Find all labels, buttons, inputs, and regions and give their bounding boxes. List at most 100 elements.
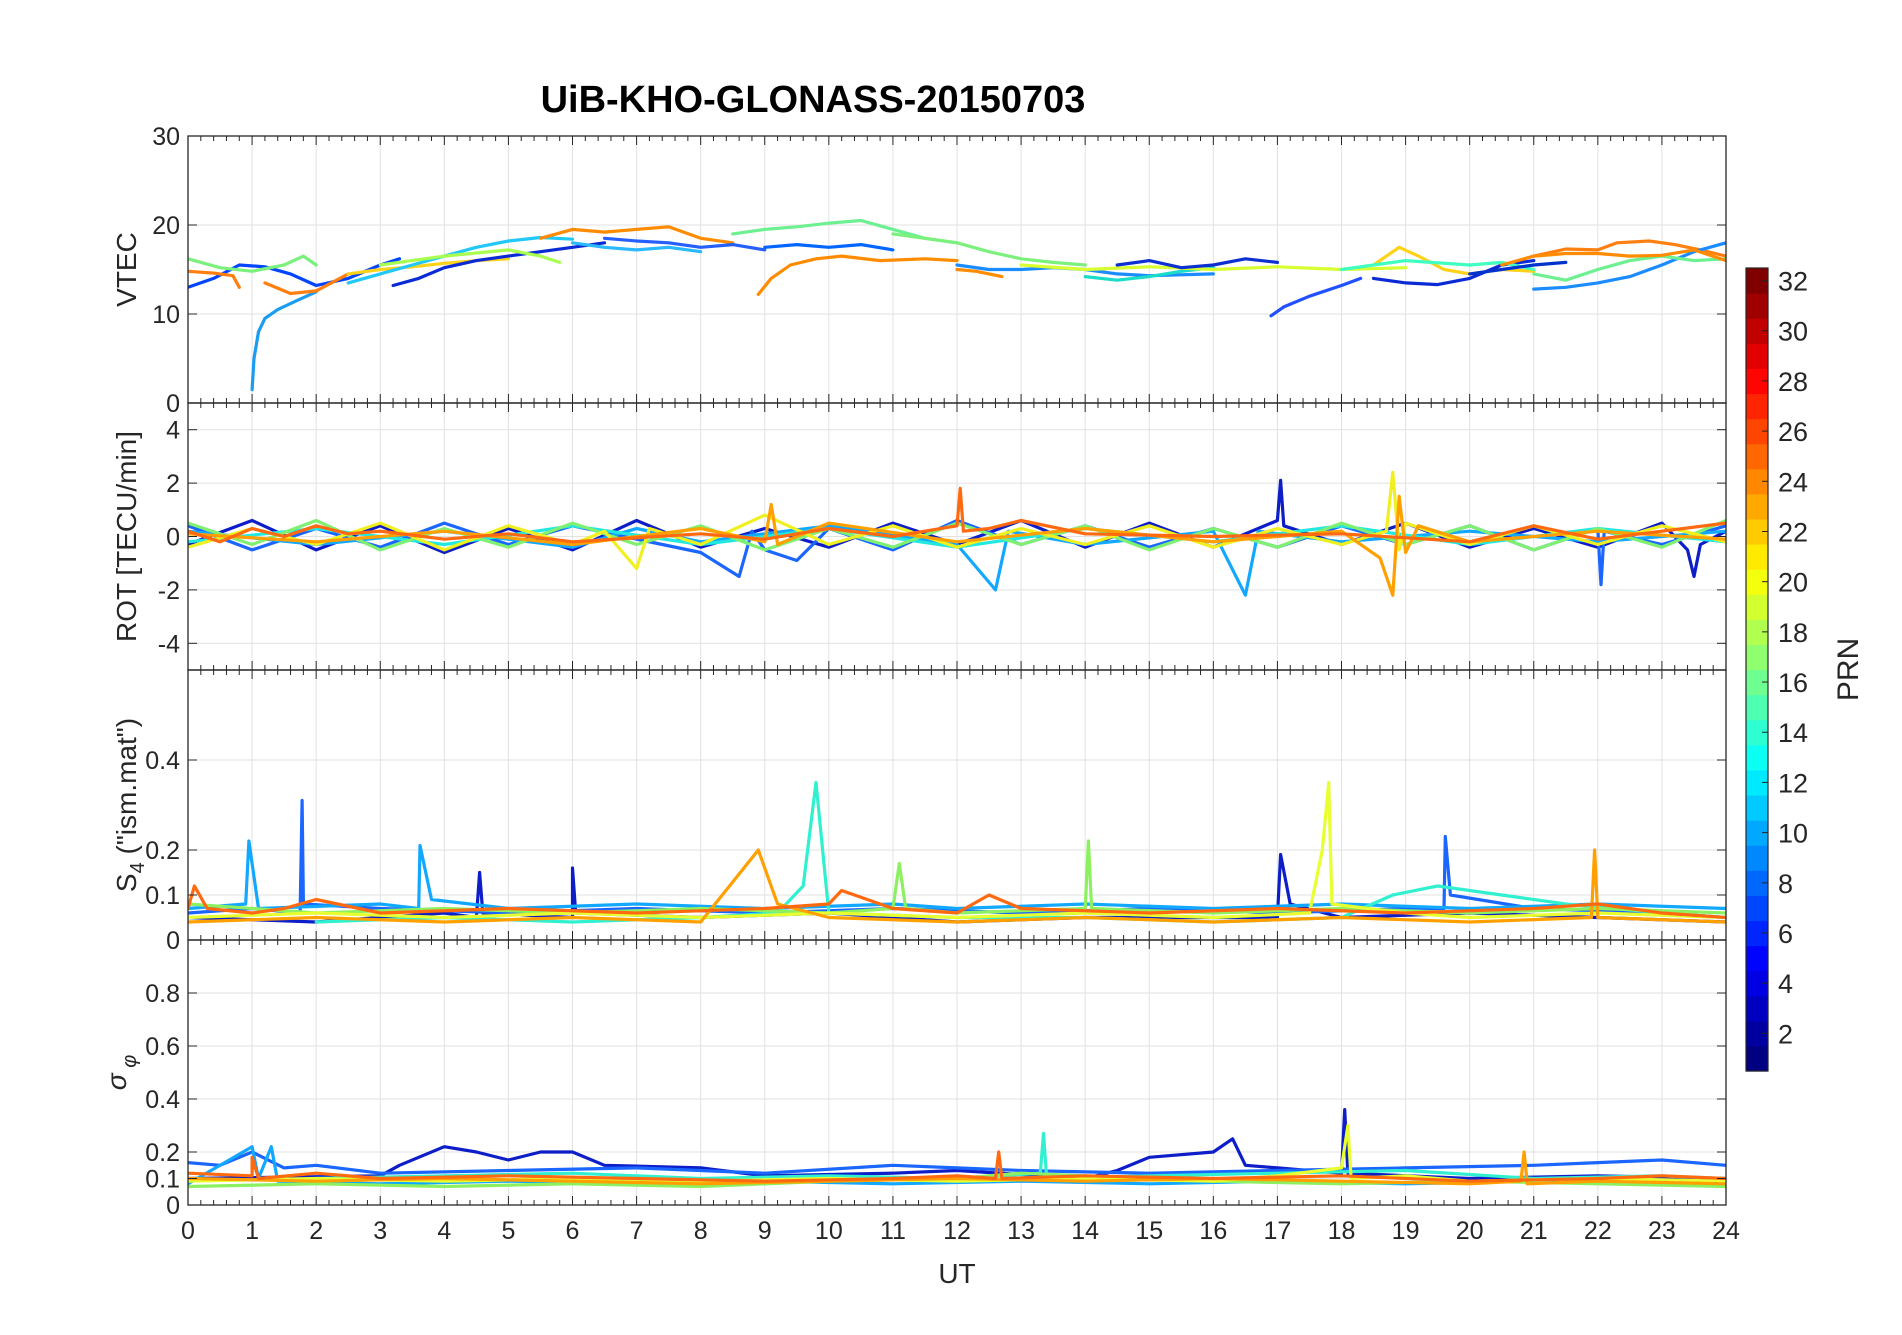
y-axis-label-vtec: VTEC <box>111 232 142 307</box>
colorbar-segment <box>1746 393 1768 420</box>
x-tick-label: 11 <box>880 1217 906 1245</box>
x-tick-label: 13 <box>1007 1217 1035 1245</box>
series-group-sigma <box>188 1107 1726 1189</box>
colorbar-tick-label: 26 <box>1778 417 1808 447</box>
x-tick-label: 14 <box>1071 1217 1099 1245</box>
colorbar-tick-label: 16 <box>1778 668 1808 698</box>
y-tick-label: 0.6 <box>145 1033 180 1061</box>
y-tick-label: 0.8 <box>145 980 180 1008</box>
y-tick-label: -2 <box>158 577 180 605</box>
series-line-vtec-4 <box>188 254 318 273</box>
series-line-vtec-3 <box>263 272 350 296</box>
x-tick-label: 7 <box>630 1217 644 1245</box>
x-tick-label: 8 <box>694 1217 708 1245</box>
ticks-sigma: 00.10.20.40.60.80 1 2 3 4 5 6 7 8 9 10 11 12 13 14 15 16… <box>145 940 1740 1245</box>
x-tick-label: 10 <box>815 1217 843 1245</box>
series-line-vtec-26 <box>1532 241 1726 291</box>
colorbar-segment <box>1746 518 1768 545</box>
series-line-vtec-20 <box>1115 257 1280 270</box>
y-tick-label: 0 <box>166 390 180 418</box>
x-tick-label: 3 <box>373 1217 387 1245</box>
series-line-sigma-3 <box>314 1131 1726 1181</box>
x-tick-label: 24 <box>1712 1217 1740 1245</box>
series-line-vtec-17 <box>955 267 1004 279</box>
series-line-vtec-21 <box>1269 276 1363 318</box>
x-tick-label: 1 <box>245 1217 259 1245</box>
colorbar-tick-label: 30 <box>1778 317 1808 347</box>
colorbar-tick-label: 14 <box>1778 718 1808 748</box>
panel-s4: 00.10.20.4S4 ("ism.mat") <box>111 669 1727 955</box>
series-line-vtec-10 <box>602 236 767 252</box>
y-tick-label: 4 <box>166 417 180 445</box>
series-line-vtec-29 <box>1468 260 1568 276</box>
series-line-vtec-9 <box>538 225 735 245</box>
series-line-vtec-6 <box>391 241 607 288</box>
series-line-s4-2 <box>188 839 1726 911</box>
colorbar-segment <box>1746 619 1768 646</box>
colorbar-segment <box>1746 669 1768 696</box>
series-line-vtec-7 <box>346 235 575 285</box>
y-tick-label: 0.4 <box>145 747 180 775</box>
colorbar-segment <box>1746 694 1768 721</box>
series-line-s4-1 <box>188 798 1726 920</box>
colorbar-segment <box>1746 870 1768 896</box>
x-tick-label: 12 <box>943 1217 971 1245</box>
colorbar-segment <box>1746 293 1768 319</box>
colorbar-tick-label: 4 <box>1778 969 1793 999</box>
colorbar-tick-label: 20 <box>1778 568 1808 598</box>
y-tick-label: 0 <box>166 927 180 955</box>
colorbar-tick-label: 6 <box>1778 919 1793 949</box>
colorbar-segment <box>1746 569 1768 595</box>
panel-sigma: 00.10.20.40.60.80 1 2 3 4 5 6 7 8 9 10 11 12 13 14 15 16… <box>101 939 1740 1289</box>
colorbar-segment <box>1746 418 1768 445</box>
series-line-sigma-1 <box>188 1150 1726 1175</box>
colorbar-segment <box>1746 845 1768 871</box>
colorbar-segment <box>1746 268 1768 294</box>
colorbar-segment <box>1746 794 1768 821</box>
colorbar-segment <box>1746 468 1768 495</box>
x-axis-label: UT <box>938 1258 975 1289</box>
series-line-vtec-8 <box>378 248 562 267</box>
x-tick-label: 0 <box>181 1217 195 1245</box>
series-line-vtec-1 <box>250 290 318 392</box>
colorbar-segment <box>1746 343 1768 369</box>
ticks-vtec: 0 10 20 30 <box>152 123 1727 418</box>
series-line-vtec-13 <box>756 254 959 296</box>
colorbar-segment <box>1746 970 1768 997</box>
colorbar-tick-label: 12 <box>1778 768 1808 798</box>
colorbar-segment <box>1746 1045 1768 1072</box>
colorbar-segment <box>1746 368 1768 395</box>
series-line-rot-7 <box>188 486 1726 544</box>
series-line-s4-7 <box>188 884 1726 920</box>
series-line-vtec-27 <box>1532 254 1726 282</box>
y-tick-label: -4 <box>158 630 180 658</box>
y-tick-label: 20 <box>152 212 180 240</box>
y-tick-label: 30 <box>152 123 180 151</box>
series-line-vtec-28 <box>1500 248 1726 267</box>
colorbar-segment <box>1746 644 1768 671</box>
colorbar-segment <box>1746 995 1768 1022</box>
y-tick-label: 0.4 <box>145 1086 180 1114</box>
colorbar-segment <box>1746 1020 1768 1047</box>
panel-rot: -4 -2 0 2 4 ROT [TECU/min] <box>111 402 1727 671</box>
y-tick-label: 0 <box>166 1192 180 1220</box>
colorbar-tick-label: 28 <box>1778 367 1808 397</box>
colorbar-segment <box>1746 594 1768 620</box>
series-line-vtec-11 <box>570 241 703 254</box>
colorbar-tick-label: 8 <box>1778 869 1793 899</box>
x-tick-label: 2 <box>309 1217 323 1245</box>
colorbar-segment <box>1746 769 1768 796</box>
series-line-sigma-6 <box>188 1150 1726 1186</box>
series-line-s4-6 <box>188 848 1726 924</box>
y-tick-label: 0.1 <box>145 1166 180 1194</box>
series-group-vtec <box>188 218 1726 392</box>
y-tick-label: 10 <box>152 301 180 329</box>
y-tick-label: 2 <box>166 470 180 498</box>
colorbar-segment <box>1746 895 1768 922</box>
ticks-s4: 0 0.1 0.2 0.4 <box>145 670 1727 955</box>
series-line-s4-5 <box>188 780 1726 920</box>
colorbar-frame <box>1745 267 1769 1072</box>
y-tick-label: 0 <box>166 524 180 552</box>
